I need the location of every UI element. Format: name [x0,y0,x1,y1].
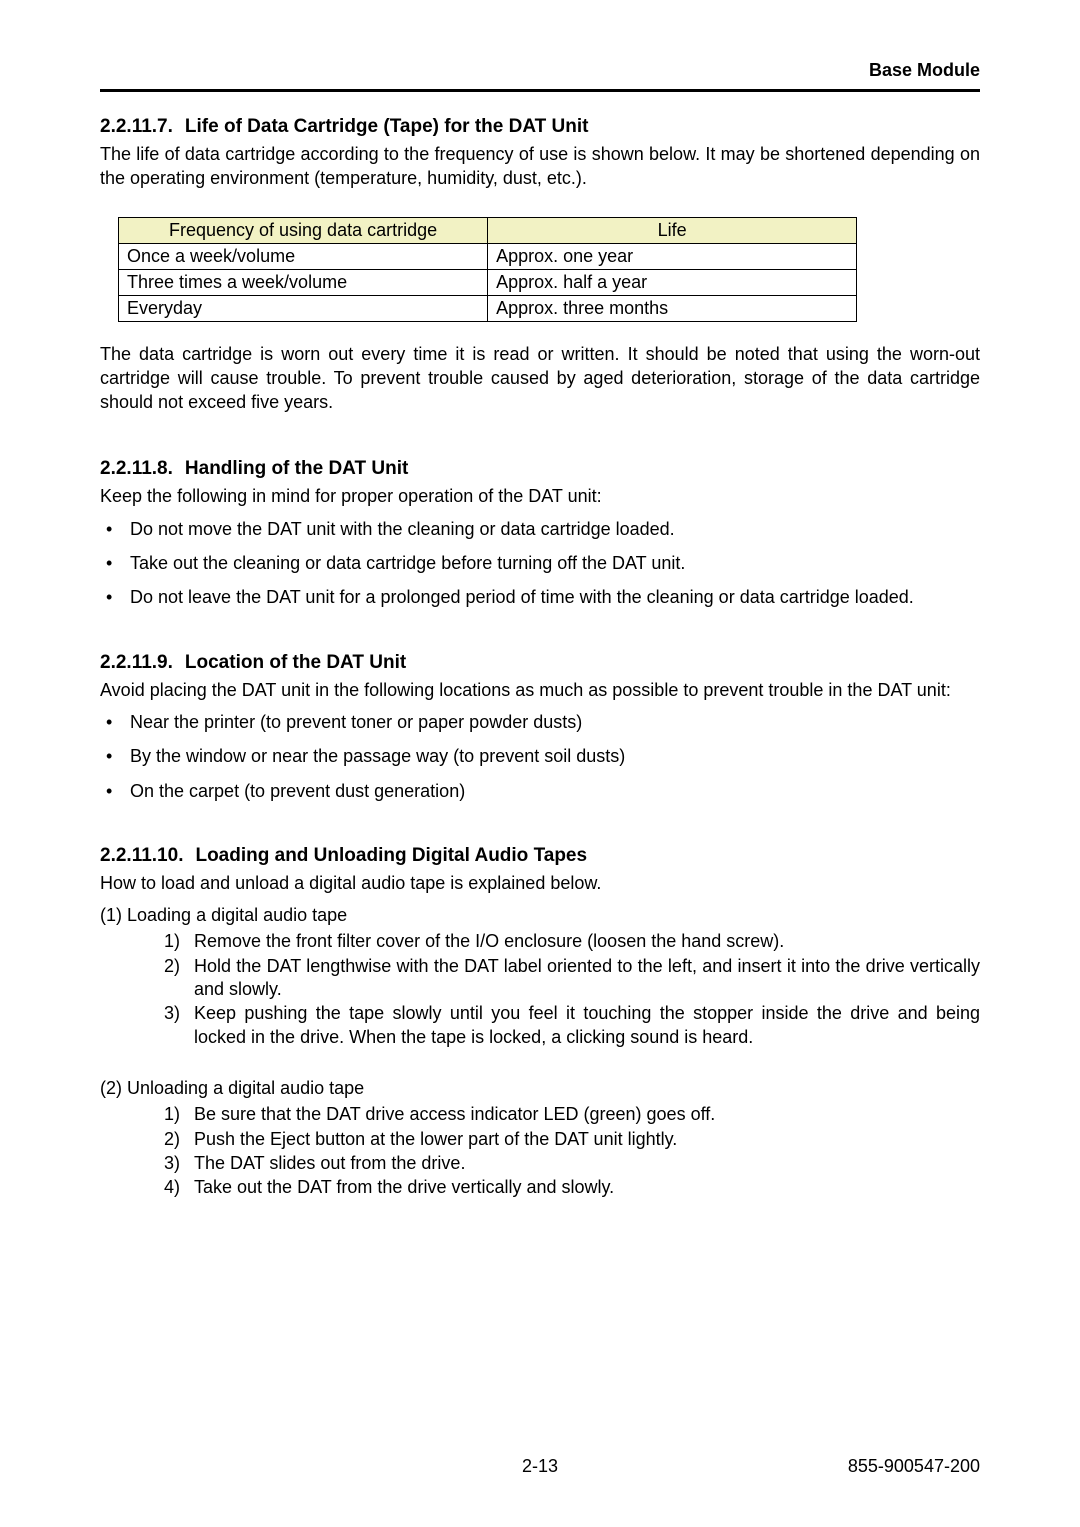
paragraph: Keep the following in mind for proper op… [100,484,980,508]
section-title: Life of Data Cartridge (Tape) for the DA… [185,116,589,137]
step-item: 1)Be sure that the DAT drive access indi… [164,1103,980,1126]
step-text: Remove the front filter cover of the I/O… [194,930,980,953]
table-row: Three times a week/volumeApprox. half a … [119,269,857,295]
list-item: Take out the cleaning or data cartridge … [100,551,980,575]
table-row: EverydayApprox. three months [119,295,857,321]
document-page: Base Module 2.2.11.7. Life of Data Cartri… [0,0,1080,1527]
section-title: Loading and Unloading Digital Audio Tape… [195,845,587,866]
paragraph: Avoid placing the DAT unit in the follow… [100,678,980,702]
table-header-row: Frequency of using data cartridge Life [119,217,857,243]
table-cell-life: Approx. three months [488,295,857,321]
section-number: 2.2.11.8. [100,458,173,479]
section-heading-loading: 2.2.11.10. Loading and Unloading Digital … [100,845,980,867]
table-cell-frequency: Once a week/volume [119,243,488,269]
step-text: Hold the DAT lengthwise with the DAT lab… [194,955,980,1002]
step-number: 4) [164,1176,194,1199]
step-text: Take out the DAT from the drive vertical… [194,1176,980,1199]
step-text: Push the Eject button at the lower part … [194,1128,980,1151]
table-cell-life: Approx. half a year [488,269,857,295]
list-item: Near the printer (to prevent toner or pa… [100,710,980,734]
list-item: By the window or near the passage way (t… [100,744,980,768]
table-cell-life: Approx. one year [488,243,857,269]
section-number: 2.2.11.10. [100,845,183,866]
section-heading-handling: 2.2.11.8. Handling of the DAT Unit [100,458,980,480]
section-title: Location of the DAT Unit [185,652,406,673]
bullet-list-location: Near the printer (to prevent toner or pa… [100,710,980,803]
step-number: 1) [164,930,194,953]
header-module-title: Base Module [100,60,980,89]
step-item: 1)Remove the front filter cover of the I… [164,930,980,953]
step-item: 3)The DAT slides out from the drive. [164,1152,980,1175]
step-item: 3)Keep pushing the tape slowly until you… [164,1002,980,1049]
step-number: 2) [164,955,194,1002]
step-list-unloading: 1)Be sure that the DAT drive access indi… [100,1103,980,1200]
step-number: 3) [164,1002,194,1049]
table-header-life: Life [488,217,857,243]
step-text: Be sure that the DAT drive access indica… [194,1103,980,1126]
step-text: Keep pushing the tape slowly until you f… [194,1002,980,1049]
step-number: 3) [164,1152,194,1175]
section-number: 2.2.11.7. [100,116,173,137]
step-number: 2) [164,1128,194,1151]
page-footer: 2-13 855-900547-200 [100,1456,980,1477]
list-item: Do not leave the DAT unit for a prolonge… [100,585,980,609]
step-group-unloading: (2) Unloading a digital audio tape [100,1078,980,1099]
table-row: Once a week/volumeApprox. one year [119,243,857,269]
table-cell-frequency: Everyday [119,295,488,321]
step-group-loading: (1) Loading a digital audio tape [100,905,980,926]
bullet-list-handling: Do not move the DAT unit with the cleani… [100,517,980,610]
list-item: Do not move the DAT unit with the cleani… [100,517,980,541]
step-text: The DAT slides out from the drive. [194,1152,980,1175]
cartridge-life-table: Frequency of using data cartridge Life O… [118,217,857,322]
step-number: 1) [164,1103,194,1126]
step-item: 2)Push the Eject button at the lower par… [164,1128,980,1151]
paragraph: The data cartridge is worn out every tim… [100,342,980,415]
list-item: On the carpet (to prevent dust generatio… [100,779,980,803]
paragraph: The life of data cartridge according to … [100,142,980,191]
section-number: 2.2.11.9. [100,652,173,673]
step-list-loading: 1)Remove the front filter cover of the I… [100,930,980,1049]
section-title: Handling of the DAT Unit [185,458,408,479]
table-header-frequency: Frequency of using data cartridge [119,217,488,243]
table-cell-frequency: Three times a week/volume [119,269,488,295]
section-heading-cartridge-life: 2.2.11.7. Life of Data Cartridge (Tape) f… [100,116,980,138]
footer-page-number: 2-13 [100,1456,980,1477]
header-rule [100,89,980,92]
step-item: 2)Hold the DAT lengthwise with the DAT l… [164,955,980,1002]
section-heading-location: 2.2.11.9. Location of the DAT Unit [100,652,980,674]
step-item: 4)Take out the DAT from the drive vertic… [164,1176,980,1199]
paragraph: How to load and unload a digital audio t… [100,871,980,895]
